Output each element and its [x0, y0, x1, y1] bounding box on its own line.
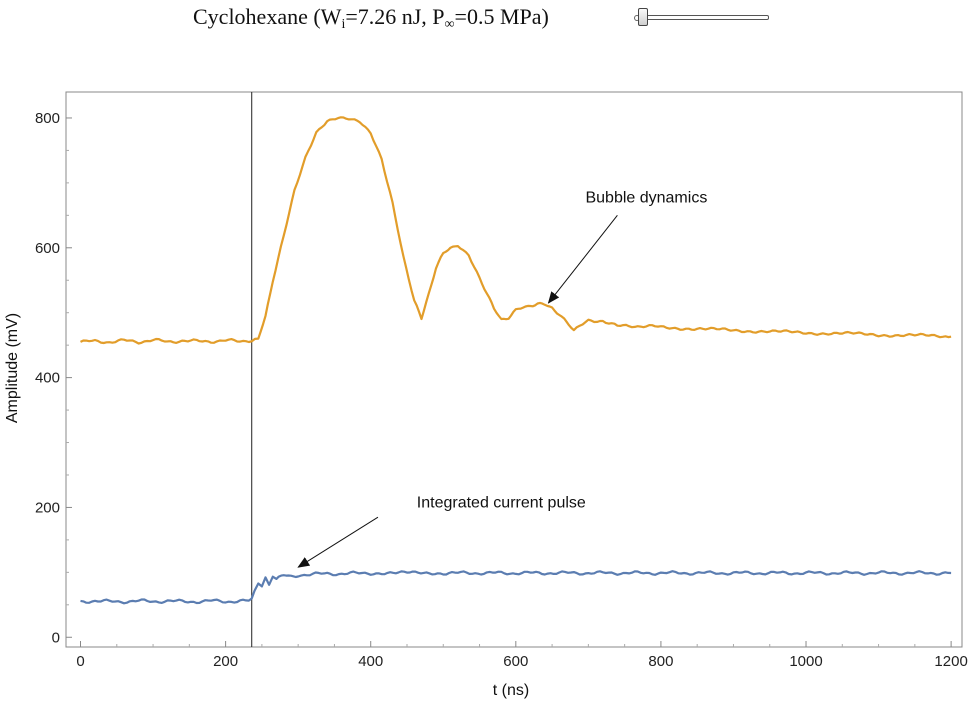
x-tick-label: 400	[358, 653, 383, 670]
annotation-label: Bubble dynamics	[585, 189, 707, 206]
x-axis: 0 200 400 600 800 1000 1200	[76, 641, 968, 670]
title-prefix: Cyclohexane (W	[193, 4, 342, 29]
x-tick-label: 600	[503, 653, 528, 670]
y-tick-label: 0	[52, 629, 60, 646]
x-tick-label: 800	[648, 653, 673, 670]
series-layer	[80, 116, 952, 605]
y-tick-label: 400	[35, 370, 60, 387]
x-tick-label: 200	[213, 653, 238, 670]
title-suffix: =0.5 MPa)	[454, 4, 549, 29]
y-tick-label: 600	[35, 240, 60, 257]
y-axis-title: Amplitude (mV)	[4, 313, 21, 423]
series-line-integrated-current-pulse	[80, 570, 952, 605]
plot-frame	[65, 91, 963, 648]
parameter-slider[interactable]	[631, 6, 771, 28]
x-tick-label: 0	[76, 653, 84, 670]
annotation-arrow	[297, 516, 379, 568]
slider-thumb[interactable]	[638, 8, 648, 26]
y-tick-label: 800	[35, 110, 60, 127]
annotation-arrow	[547, 215, 618, 304]
title-subscript-i: i	[341, 17, 346, 32]
annotation-layer: Bubble dynamics Integrated current pulse	[297, 189, 707, 568]
x-tick-label: 1000	[789, 653, 822, 670]
chart-title: Cyclohexane (Wi=7.26 nJ, P∞=0.5 MPa)	[193, 0, 549, 34]
title-mid: =7.26 nJ, P	[345, 4, 445, 29]
series-line-bubble-dynamics	[80, 116, 952, 345]
title-subscript-inf: ∞	[444, 17, 455, 32]
x-axis-title: t (ns)	[493, 682, 529, 699]
y-tick-label: 200	[35, 499, 60, 516]
y-axis: 0 200 400 600 800	[35, 110, 72, 646]
x-tick-label: 1200	[934, 653, 967, 670]
annotation-label: Integrated current pulse	[417, 494, 586, 511]
